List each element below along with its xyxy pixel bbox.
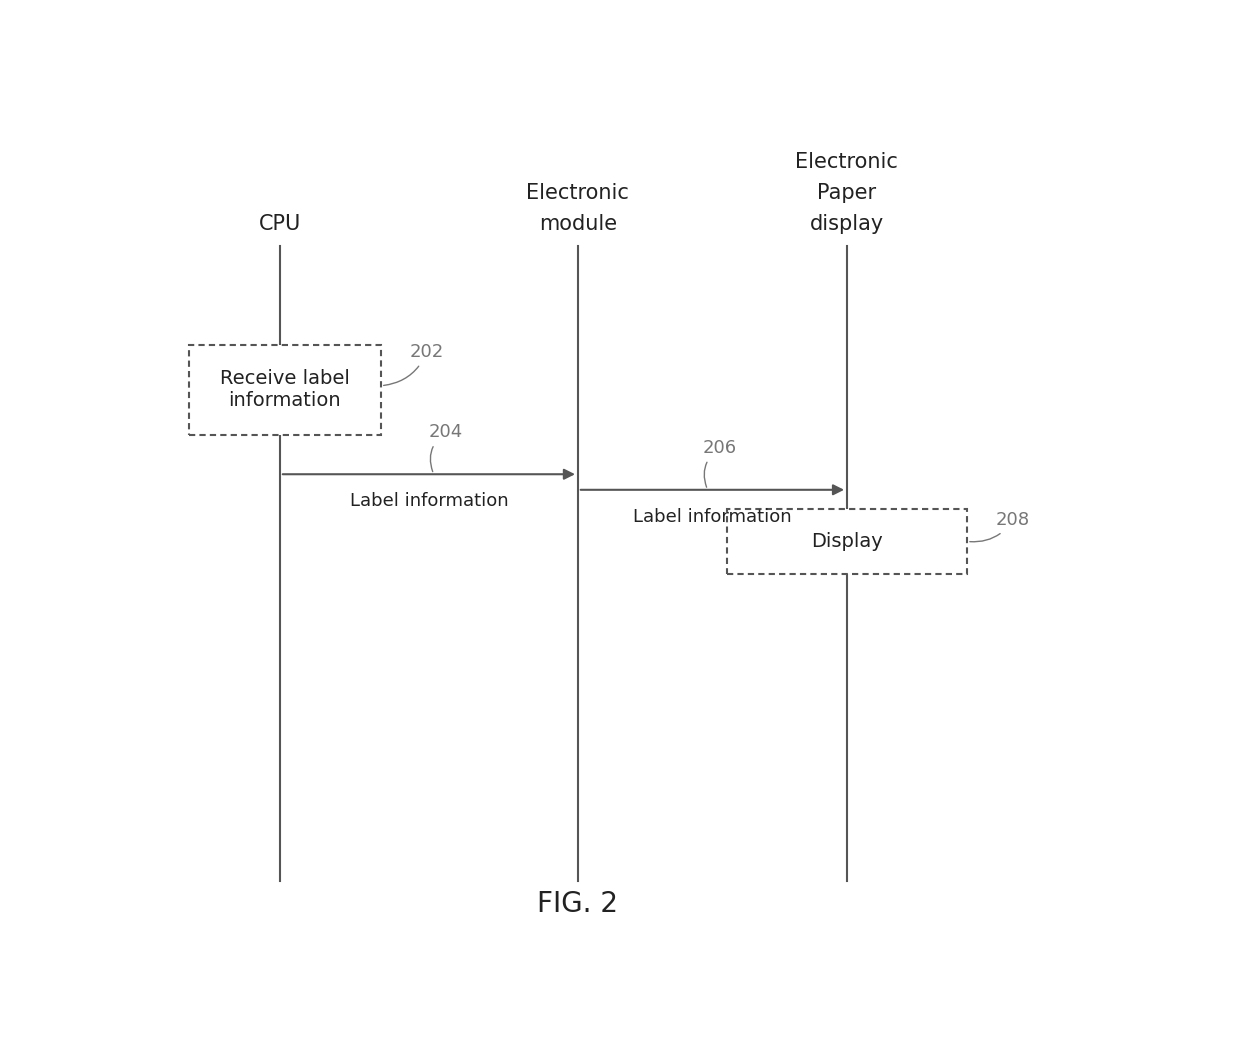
Text: Receive label
information: Receive label information bbox=[219, 369, 350, 411]
Text: CPU: CPU bbox=[259, 214, 301, 234]
Text: FIG. 2: FIG. 2 bbox=[537, 891, 619, 918]
Text: Electronic: Electronic bbox=[527, 183, 629, 203]
Text: display: display bbox=[810, 214, 884, 234]
Text: Label information: Label information bbox=[350, 493, 508, 511]
FancyBboxPatch shape bbox=[727, 509, 967, 575]
Text: Label information: Label information bbox=[634, 508, 791, 526]
Text: 206: 206 bbox=[703, 439, 737, 487]
Text: 204: 204 bbox=[429, 423, 463, 471]
Text: 202: 202 bbox=[383, 344, 444, 385]
Text: Electronic: Electronic bbox=[796, 152, 898, 172]
FancyBboxPatch shape bbox=[188, 345, 381, 435]
Text: 208: 208 bbox=[970, 511, 1030, 542]
Text: Display: Display bbox=[811, 532, 883, 551]
Text: Paper: Paper bbox=[817, 183, 877, 203]
Text: module: module bbox=[538, 214, 618, 234]
